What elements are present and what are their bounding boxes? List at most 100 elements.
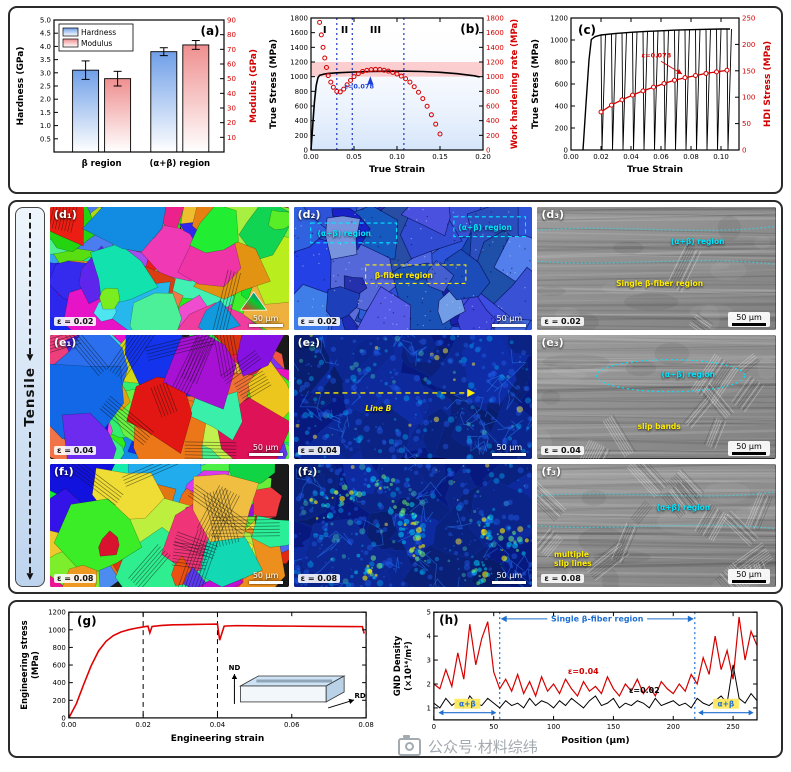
scale-bar: 50 μm — [492, 314, 527, 328]
svg-text:3: 3 — [426, 657, 430, 665]
svg-text:600: 600 — [555, 81, 568, 89]
svg-text:Position (μm): Position (μm) — [561, 736, 629, 746]
svg-text:True Stress (MPa): True Stress (MPa) — [531, 39, 541, 129]
scale-bar-line — [732, 323, 766, 327]
svg-text:2.0: 2.0 — [40, 96, 51, 104]
svg-text:800: 800 — [486, 88, 499, 96]
svg-text:1200: 1200 — [486, 59, 504, 67]
svg-text:400: 400 — [555, 103, 568, 111]
svg-text:0.02: 0.02 — [135, 721, 151, 729]
micrograph-annotation: multiple slip lines — [554, 549, 592, 569]
scale-text: 50 μm — [496, 571, 523, 580]
svg-text:0.15: 0.15 — [432, 153, 448, 161]
svg-text:150: 150 — [742, 67, 755, 75]
svg-text:α+β: α+β — [718, 700, 735, 709]
svg-text:400: 400 — [294, 117, 307, 125]
svg-text:2: 2 — [426, 680, 430, 688]
scale-bar: 50 μm — [248, 571, 283, 584]
svg-text:800: 800 — [294, 88, 307, 96]
svg-text:3.0: 3.0 — [40, 69, 51, 77]
bottom-charts-box: ND RD 0.00 0.02 0.04 0.06 0.08 0 200 400 600 800 100… — [8, 600, 783, 758]
svg-text:800: 800 — [53, 644, 66, 652]
scale-bar: 50 μm — [248, 442, 283, 456]
svg-text:1200: 1200 — [550, 15, 568, 23]
svg-text:2.5: 2.5 — [40, 83, 51, 91]
svg-text:GND Density: GND Density — [392, 635, 402, 696]
scale-bar: 50 μm — [728, 440, 770, 456]
svg-text:0.00: 0.00 — [61, 721, 77, 729]
svg-text:3.5: 3.5 — [40, 56, 51, 64]
scale-text: 50 μm — [736, 313, 762, 323]
svg-text:600: 600 — [53, 662, 66, 670]
svg-text:90: 90 — [227, 17, 236, 25]
micrograph-d1: (d₁) ε = 0.02 50 μm — [50, 207, 289, 331]
micrograph-d3: (d₃) (α+β) region Single β-fiber region ε =… — [537, 207, 776, 331]
scale-bar-line — [248, 452, 283, 456]
chart-engineering-stress-strain: ND RD 0.00 0.02 0.04 0.06 0.08 0 200 400 600 800 100… — [19, 609, 374, 744]
scale-text: 50 μm — [252, 442, 279, 452]
svg-text:Modulus (GPa): Modulus (GPa) — [249, 49, 259, 123]
strain-label-d1: ε = 0.02 — [54, 317, 97, 327]
scale-text: 50 μm — [496, 442, 523, 452]
micrograph-image-e3 — [537, 335, 776, 459]
micrograph-annotation: (α+β) region — [670, 236, 725, 246]
svg-text:200: 200 — [53, 697, 66, 705]
scale-bar-line — [732, 580, 766, 583]
svg-text:0: 0 — [303, 147, 307, 155]
panel-label-e1: (e₁) — [54, 336, 77, 350]
svg-text:True Strain: True Strain — [627, 165, 683, 175]
micrograph-box: ▼ Tensile ▼ (d₁) ε = 0.02 50 μm (d₂) (α+β) r… — [8, 200, 783, 594]
strain-label-e2: ε = 0.04 — [297, 445, 341, 455]
svg-text:40: 40 — [227, 90, 236, 98]
svg-text:0: 0 — [486, 147, 490, 155]
svg-text:800: 800 — [555, 59, 568, 67]
svg-text:80: 80 — [227, 31, 236, 39]
svg-text:1000: 1000 — [48, 626, 66, 634]
svg-text:0.05: 0.05 — [346, 153, 362, 161]
svg-text:0.04: 0.04 — [623, 153, 639, 161]
micrograph-e1: (e₁) ε = 0.04 50 μm — [50, 335, 289, 459]
svg-text:True Stress (MPa): True Stress (MPa) — [269, 39, 279, 129]
micrograph-annotation: Single β-fiber region — [616, 278, 704, 288]
svg-text:0: 0 — [742, 147, 746, 155]
svg-text:(g): (g) — [77, 614, 96, 628]
svg-text:0.02: 0.02 — [593, 153, 609, 161]
svg-text:α+β: α+β — [459, 700, 476, 709]
scale-text: 50 μm — [496, 314, 523, 324]
svg-text:(α+β) region: (α+β) region — [149, 159, 210, 169]
scale-bar-line — [492, 324, 527, 328]
svg-text:0.04: 0.04 — [210, 721, 226, 729]
svg-text:0.06: 0.06 — [653, 153, 669, 161]
svg-text:II: II — [340, 25, 347, 36]
micrograph-f1: (f₁) ε = 0.08 50 μm — [50, 463, 289, 587]
svg-text:Engineering strain: Engineering strain — [171, 734, 265, 744]
svg-text:0.00: 0.00 — [303, 153, 319, 161]
svg-text:(h): (h) — [439, 613, 458, 627]
micrograph-annotation: Line B — [365, 404, 392, 414]
micrograph-annotation: β-fiber region — [374, 271, 433, 281]
svg-text:0.08: 0.08 — [683, 153, 699, 161]
svg-text:50: 50 — [227, 75, 236, 83]
micrograph-annotation: (α+β) region — [661, 369, 715, 379]
svg-text:(b): (b) — [460, 22, 480, 36]
scale-bar: 50 μm — [728, 569, 770, 584]
panel-label-d2: (d₂) — [297, 208, 321, 221]
scale-bar-line — [492, 581, 527, 584]
svg-text:True Strain: True Strain — [368, 165, 424, 175]
micrograph-e2: (e₂) Line B ε = 0.04 50 μm — [293, 335, 533, 459]
svg-text:1.5: 1.5 — [40, 109, 51, 117]
arrow-down-icon: ▼ — [26, 572, 34, 583]
panel-label-f3: (f₃) — [541, 464, 561, 478]
svg-text:1000: 1000 — [290, 73, 308, 81]
svg-text:Work hardening rate (MPa): Work hardening rate (MPa) — [510, 19, 520, 149]
micrograph-annotation: slip bands — [637, 421, 681, 431]
camera-icon — [398, 734, 421, 756]
micrograph-image-e2 — [293, 335, 533, 459]
svg-text:ND: ND — [229, 664, 241, 672]
svg-text:(c): (c) — [578, 23, 596, 37]
svg-text:Modulus: Modulus — [81, 39, 112, 48]
svg-text:250: 250 — [742, 15, 755, 23]
svg-text:Hardness (GPa): Hardness (GPa) — [16, 47, 26, 126]
svg-text:60: 60 — [227, 61, 236, 69]
